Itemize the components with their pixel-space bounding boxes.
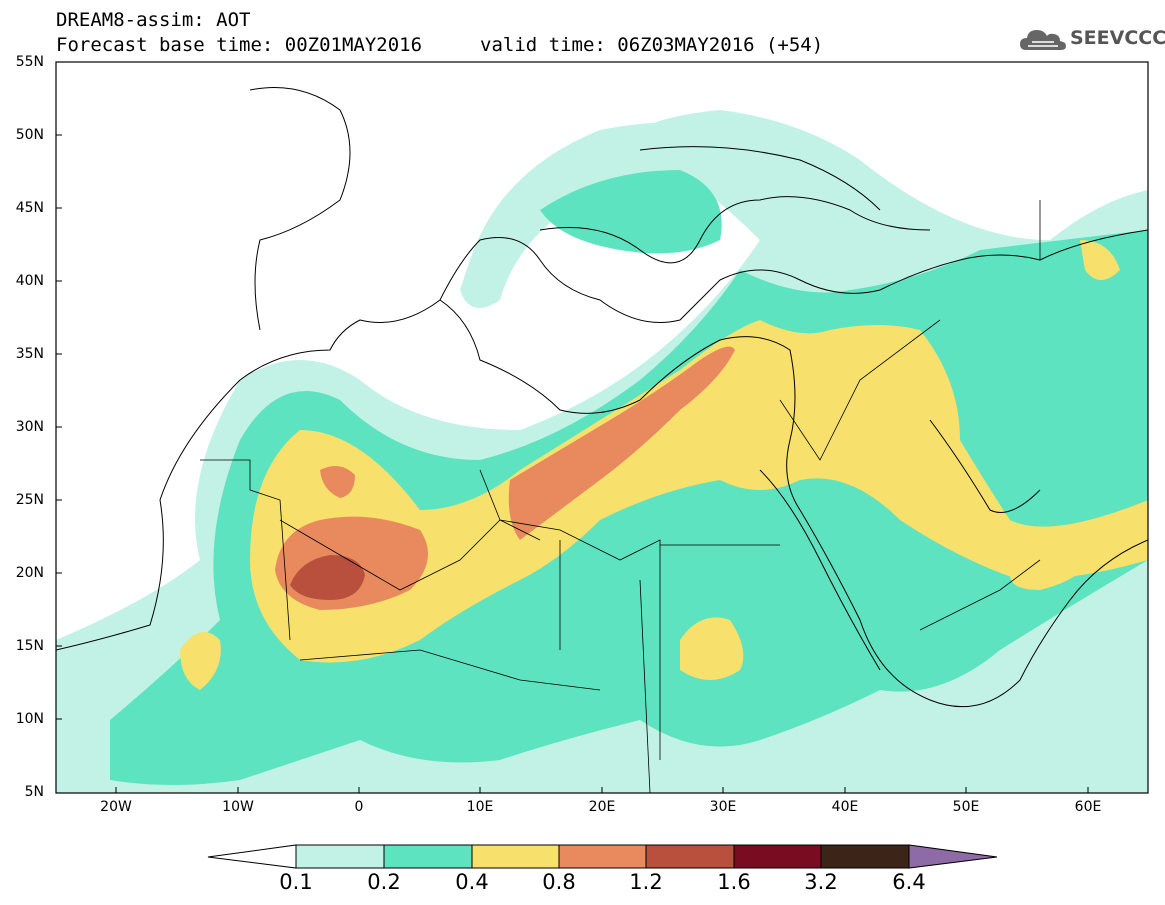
lon-ticks — [115, 787, 1089, 793]
lon-label: 30E — [709, 799, 737, 815]
lat-label: 5N — [24, 784, 44, 800]
lat-label: 20N — [15, 565, 44, 581]
map-title: DREAM8-assim: AOT — [56, 9, 251, 31]
lat-label: 10N — [15, 711, 44, 727]
lon-label: 10E — [466, 799, 494, 815]
colorbar-under-arrow — [207, 844, 297, 869]
coastlines — [56, 87, 1148, 708]
lat-label: 50N — [15, 127, 44, 143]
cloud-icon — [1020, 30, 1066, 50]
colorbar-swatch-4 — [558, 844, 647, 869]
aot-contour-0.4 — [250, 320, 1148, 663]
aot-contour-0.4-patch1 — [680, 617, 744, 680]
colorbar-label: 0.4 — [455, 870, 489, 894]
lon-label: 20E — [588, 799, 616, 815]
colorbar-label: 0.2 — [367, 870, 401, 894]
lat-label: 40N — [15, 273, 44, 289]
seevccc-logo: SEEVCCC — [1018, 22, 1165, 58]
lon-label: 60E — [1074, 799, 1102, 815]
lat-ticks — [56, 61, 62, 720]
lon-label: 50E — [952, 799, 980, 815]
colorbar-over-arrow — [908, 844, 998, 869]
colorbar-swatch-2 — [383, 844, 473, 869]
colorbar-label: 1.2 — [629, 870, 663, 894]
colorbar-label: 3.2 — [804, 870, 838, 894]
lon-label: 10W — [222, 799, 254, 815]
lon-label: 40E — [831, 799, 859, 815]
lat-label: 30N — [15, 419, 44, 435]
aot-contour-0.4-patch2 — [1010, 560, 1090, 590]
aot-contour-0.8-band — [508, 346, 735, 540]
lat-label: 25N — [15, 492, 44, 508]
aot-contour-0.2-balkans — [540, 170, 722, 254]
country-borders — [200, 200, 1041, 793]
aot-contour-0.8-patch — [320, 466, 355, 498]
colorbar — [207, 844, 998, 869]
aot-contour-0.4-patch3 — [180, 632, 221, 690]
lon-label: 0 — [354, 799, 364, 815]
lat-label: 45N — [15, 200, 44, 216]
lat-label: 35N — [15, 346, 44, 362]
colorbar-label: 0.8 — [542, 870, 576, 894]
aot-field — [56, 62, 1148, 793]
colorbar-label: 0.1 — [279, 870, 313, 894]
colorbar-label: 1.6 — [717, 870, 751, 894]
aot-contour-0.4-patch4 — [1080, 240, 1120, 280]
lat-label: 55N — [15, 54, 44, 70]
colorbar-swatch-3 — [471, 844, 560, 869]
aot-contour-1.2 — [290, 555, 365, 600]
colorbar-swatch-1 — [295, 844, 385, 869]
lon-label: 20W — [100, 799, 132, 815]
colorbar-swatch-6 — [733, 844, 822, 869]
valid-time: valid time: 06Z03MAY2016 (+54) — [480, 34, 824, 56]
colorbar-swatch-7 — [820, 844, 910, 869]
lat-label: 15N — [15, 638, 44, 654]
aot-contour-0.1-north — [460, 122, 814, 308]
colorbar-swatch-5 — [645, 844, 735, 869]
colorbar-label: 6.4 — [892, 870, 926, 894]
forecast-base-time: Forecast base time: 00Z01MAY2016 — [56, 34, 423, 56]
logo-text: SEEVCCC — [1070, 27, 1165, 49]
